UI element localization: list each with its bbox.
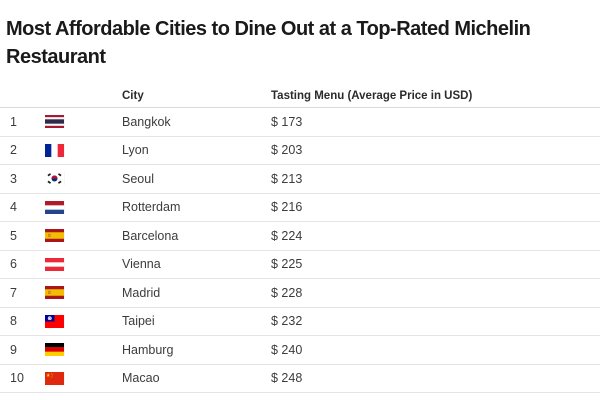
table-row: 6 Vienna $ 225 [0, 251, 600, 279]
price-label: $ 173 [271, 114, 303, 129]
rank-label: 1 [10, 114, 17, 129]
table-row: 5 Barcelona $ 224 [0, 222, 600, 251]
china-flag-icon [45, 371, 64, 385]
table-row: 4 Rotterdam $ 216 [0, 194, 600, 222]
flag-cell [45, 343, 122, 357]
flag-cell [45, 314, 122, 328]
city-label: Hamburg [122, 342, 174, 357]
price-label: $ 213 [271, 171, 303, 186]
table-row: 1 Bangkok $ 173 [0, 108, 600, 137]
spain-flag-icon [45, 229, 64, 243]
city-label: Lyon [122, 143, 149, 158]
table-row: 7 Madrid $ 228 [0, 279, 600, 308]
rank-label: 3 [10, 171, 17, 186]
taiwan-flag-icon [45, 314, 64, 328]
price-label: $ 232 [271, 314, 303, 329]
price-label: $ 248 [271, 371, 303, 386]
city-label: Vienna [122, 257, 161, 272]
price-label: $ 224 [271, 228, 303, 243]
city-label: Barcelona [122, 228, 179, 243]
city-label: Rotterdam [122, 200, 181, 215]
germany-flag-icon [45, 343, 64, 357]
price-label: $ 216 [271, 200, 303, 215]
affordable-cities-table: City Tasting Menu (Average Price in USD)… [0, 84, 600, 393]
rank-label: 5 [10, 228, 17, 243]
price-label: $ 228 [271, 285, 303, 300]
price-label: $ 225 [271, 257, 303, 272]
price-label: $ 240 [271, 342, 303, 357]
page-title-line-2: Restaurant [6, 46, 106, 68]
flag-cell [45, 172, 122, 186]
austria-flag-icon [45, 257, 64, 271]
rank-label: 9 [10, 342, 17, 357]
rank-label: 4 [10, 200, 17, 215]
city-label: Macao [122, 371, 160, 386]
flag-cell [45, 286, 122, 300]
table-row: 9 Hamburg $ 240 [0, 336, 600, 365]
flag-cell [45, 371, 122, 385]
table-header-row: City Tasting Menu (Average Price in USD) [0, 84, 600, 108]
table-row: 10 Macao $ 248 [0, 365, 600, 393]
column-header-city: City [122, 89, 144, 102]
flag-cell [45, 115, 122, 129]
flag-cell [45, 229, 122, 243]
rank-label: 7 [10, 285, 17, 300]
table-row: 2 Lyon $ 203 [0, 137, 600, 165]
table-body: 1 Bangkok $ 173 2 Lyon $ 203 3 Seoul $ 2… [0, 108, 600, 393]
rank-label: 6 [10, 257, 17, 272]
city-label: Bangkok [122, 114, 171, 129]
column-header-price: Tasting Menu (Average Price in USD) [271, 89, 473, 102]
thailand-flag-icon [45, 115, 64, 129]
city-label: Seoul [122, 171, 154, 186]
flag-cell [45, 143, 122, 157]
flag-cell [45, 200, 122, 214]
price-label: $ 203 [271, 143, 303, 158]
page-title-line-1: Most Affordable Cities to Dine Out at a … [6, 18, 531, 40]
rank-label: 10 [10, 371, 24, 386]
page-title: Most Affordable Cities to Dine Out at a … [0, 0, 600, 71]
france-flag-icon [45, 143, 64, 157]
table-row: 8 Taipei $ 232 [0, 308, 600, 336]
rank-label: 2 [10, 143, 17, 158]
netherlands-flag-icon [45, 200, 64, 214]
spain-flag-icon [45, 286, 64, 300]
city-label: Taipei [122, 314, 155, 329]
city-label: Madrid [122, 285, 161, 300]
south-korea-flag-icon [45, 172, 64, 186]
rank-label: 8 [10, 314, 17, 329]
table-row: 3 Seoul $ 213 [0, 165, 600, 194]
flag-cell [45, 257, 122, 271]
